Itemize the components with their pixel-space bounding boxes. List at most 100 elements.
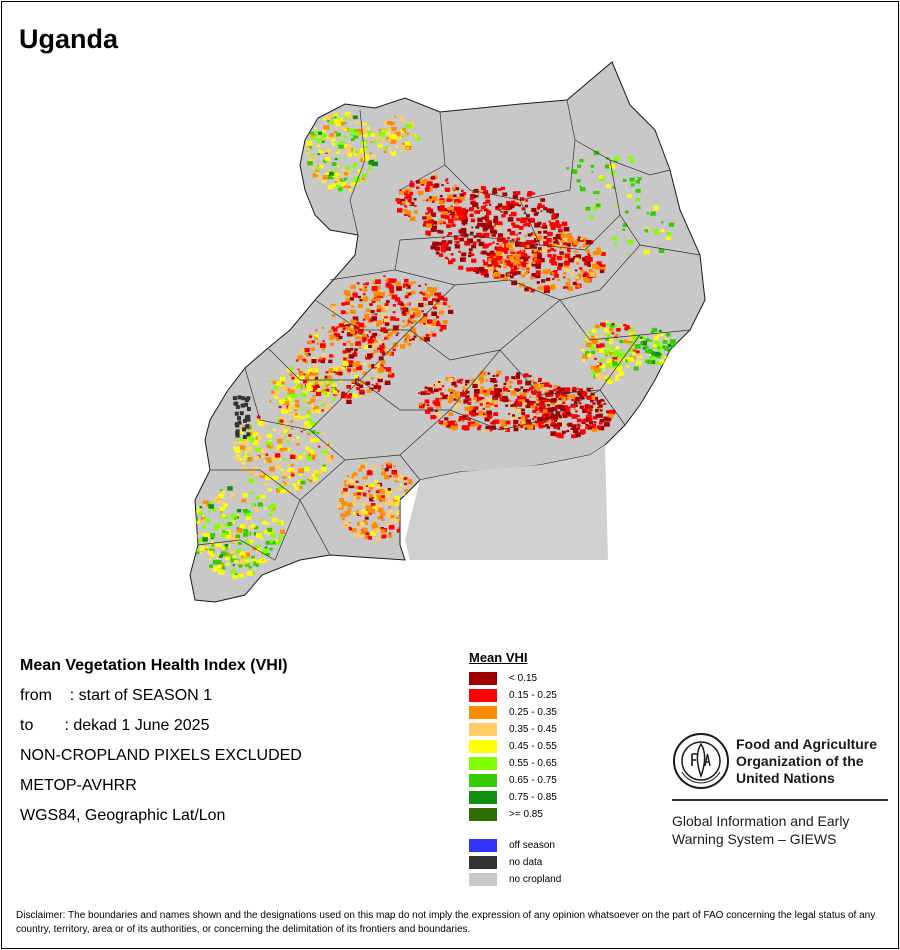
vhi-pixel <box>393 465 396 468</box>
vhi-pixel <box>493 269 499 274</box>
vhi-pixel <box>325 148 331 153</box>
vhi-pixel <box>397 201 401 204</box>
vhi-pixel <box>582 392 588 397</box>
vhi-pixel <box>527 208 531 211</box>
vhi-pixel <box>605 164 611 169</box>
vhi-pixel <box>668 355 675 360</box>
legend-label: < 0.15 <box>509 673 538 684</box>
vhi-pixel <box>537 231 542 234</box>
vhi-pixel <box>387 128 392 132</box>
vhi-pixel <box>352 502 357 506</box>
vhi-pixel <box>221 566 226 570</box>
vhi-pixel <box>343 184 347 188</box>
vhi-pixel <box>592 343 595 346</box>
vhi-pixel <box>361 477 364 479</box>
vhi-pixel <box>357 153 361 157</box>
vhi-pixel <box>632 333 639 339</box>
vhi-pixel <box>549 208 554 212</box>
vhi-pixel <box>605 333 611 338</box>
vhi-pixel <box>393 503 397 507</box>
vhi-pixel <box>313 157 317 161</box>
vhi-pixel <box>305 149 310 152</box>
vhi-pixel <box>588 387 594 392</box>
vhi-pixel <box>465 390 470 394</box>
vhi-pixel <box>448 214 451 216</box>
vhi-pixel <box>472 200 476 204</box>
vhi-pixel <box>377 507 384 513</box>
vhi-pixel <box>239 552 246 558</box>
vhi-pixel <box>574 396 578 399</box>
vhi-pixel <box>492 190 498 195</box>
vhi-pixel <box>335 371 339 375</box>
vhi-pixel <box>220 501 225 506</box>
vhi-pixel <box>504 250 508 254</box>
vhi-pixel <box>564 253 571 258</box>
vhi-pixel <box>518 226 524 230</box>
vhi-pixel <box>307 154 310 156</box>
vhi-pixel <box>235 514 240 518</box>
vhi-pixel <box>324 441 329 445</box>
vhi-pixel <box>375 297 381 302</box>
vhi-pixel <box>433 306 437 310</box>
vhi-pixel <box>322 129 327 133</box>
vhi-pixel <box>277 485 283 490</box>
vhi-pixel <box>615 333 619 337</box>
vhi-pixel <box>446 424 451 428</box>
vhi-pixel <box>615 374 620 378</box>
vhi-pixel <box>556 255 563 261</box>
vhi-pixel <box>550 285 556 290</box>
vhi-pixel <box>269 448 273 451</box>
vhi-pixel <box>202 537 208 542</box>
vhi-pixel <box>399 473 404 477</box>
vhi-pixel <box>544 285 550 290</box>
vhi-pixel <box>362 141 366 145</box>
vhi-pixel <box>579 159 584 163</box>
vhi-pixel <box>525 222 531 227</box>
vhi-pixel <box>437 295 444 301</box>
vhi-pixel <box>400 129 405 134</box>
vhi-pixel <box>242 566 246 569</box>
vhi-pixel <box>326 457 333 463</box>
vhi-pixel <box>564 267 571 272</box>
vhi-pixel <box>633 366 639 371</box>
vhi-pixel <box>220 532 227 537</box>
vhi-pixel <box>255 495 260 499</box>
vhi-pixel <box>253 561 259 566</box>
legend-swatch <box>469 672 497 685</box>
vhi-pixel <box>356 383 360 386</box>
legend-item: off season <box>469 837 561 854</box>
info-projection: WGS84, Geographic Lat/Lon <box>20 807 226 824</box>
vhi-pixel <box>516 202 519 205</box>
vhi-pixel <box>619 340 624 344</box>
vhi-pixel <box>599 176 605 181</box>
vhi-pixel <box>284 397 289 401</box>
vhi-pixel <box>322 392 325 395</box>
vhi-pixel <box>569 394 576 399</box>
vhi-pixel <box>623 339 628 344</box>
legend-swatch <box>469 808 497 821</box>
vhi-pixel <box>600 264 606 269</box>
vhi-pixel <box>379 340 383 343</box>
vhi-pixel <box>616 346 620 349</box>
vhi-pixel <box>493 401 497 404</box>
vhi-pixel <box>297 367 300 370</box>
vhi-pixel <box>497 221 503 226</box>
vhi-pixel <box>419 336 425 341</box>
vhi-pixel <box>537 227 541 230</box>
vhi-pixel <box>315 329 318 332</box>
vhi-pixel <box>430 245 436 250</box>
vhi-pixel <box>361 334 367 339</box>
vhi-pixel <box>303 429 306 431</box>
vhi-pixel <box>595 368 601 373</box>
vhi-pixel <box>392 348 396 352</box>
legend-swatch <box>469 689 497 702</box>
vhi-pixel <box>590 346 595 350</box>
vhi-pixel <box>612 355 618 360</box>
vhi-pixel <box>279 399 285 404</box>
vhi-pixel <box>214 523 221 529</box>
vhi-pixel <box>210 540 215 544</box>
vhi-pixel <box>507 228 512 232</box>
vhi-pixel <box>509 380 513 384</box>
vhi-pixel <box>292 453 299 459</box>
vhi-pixel <box>358 466 361 469</box>
